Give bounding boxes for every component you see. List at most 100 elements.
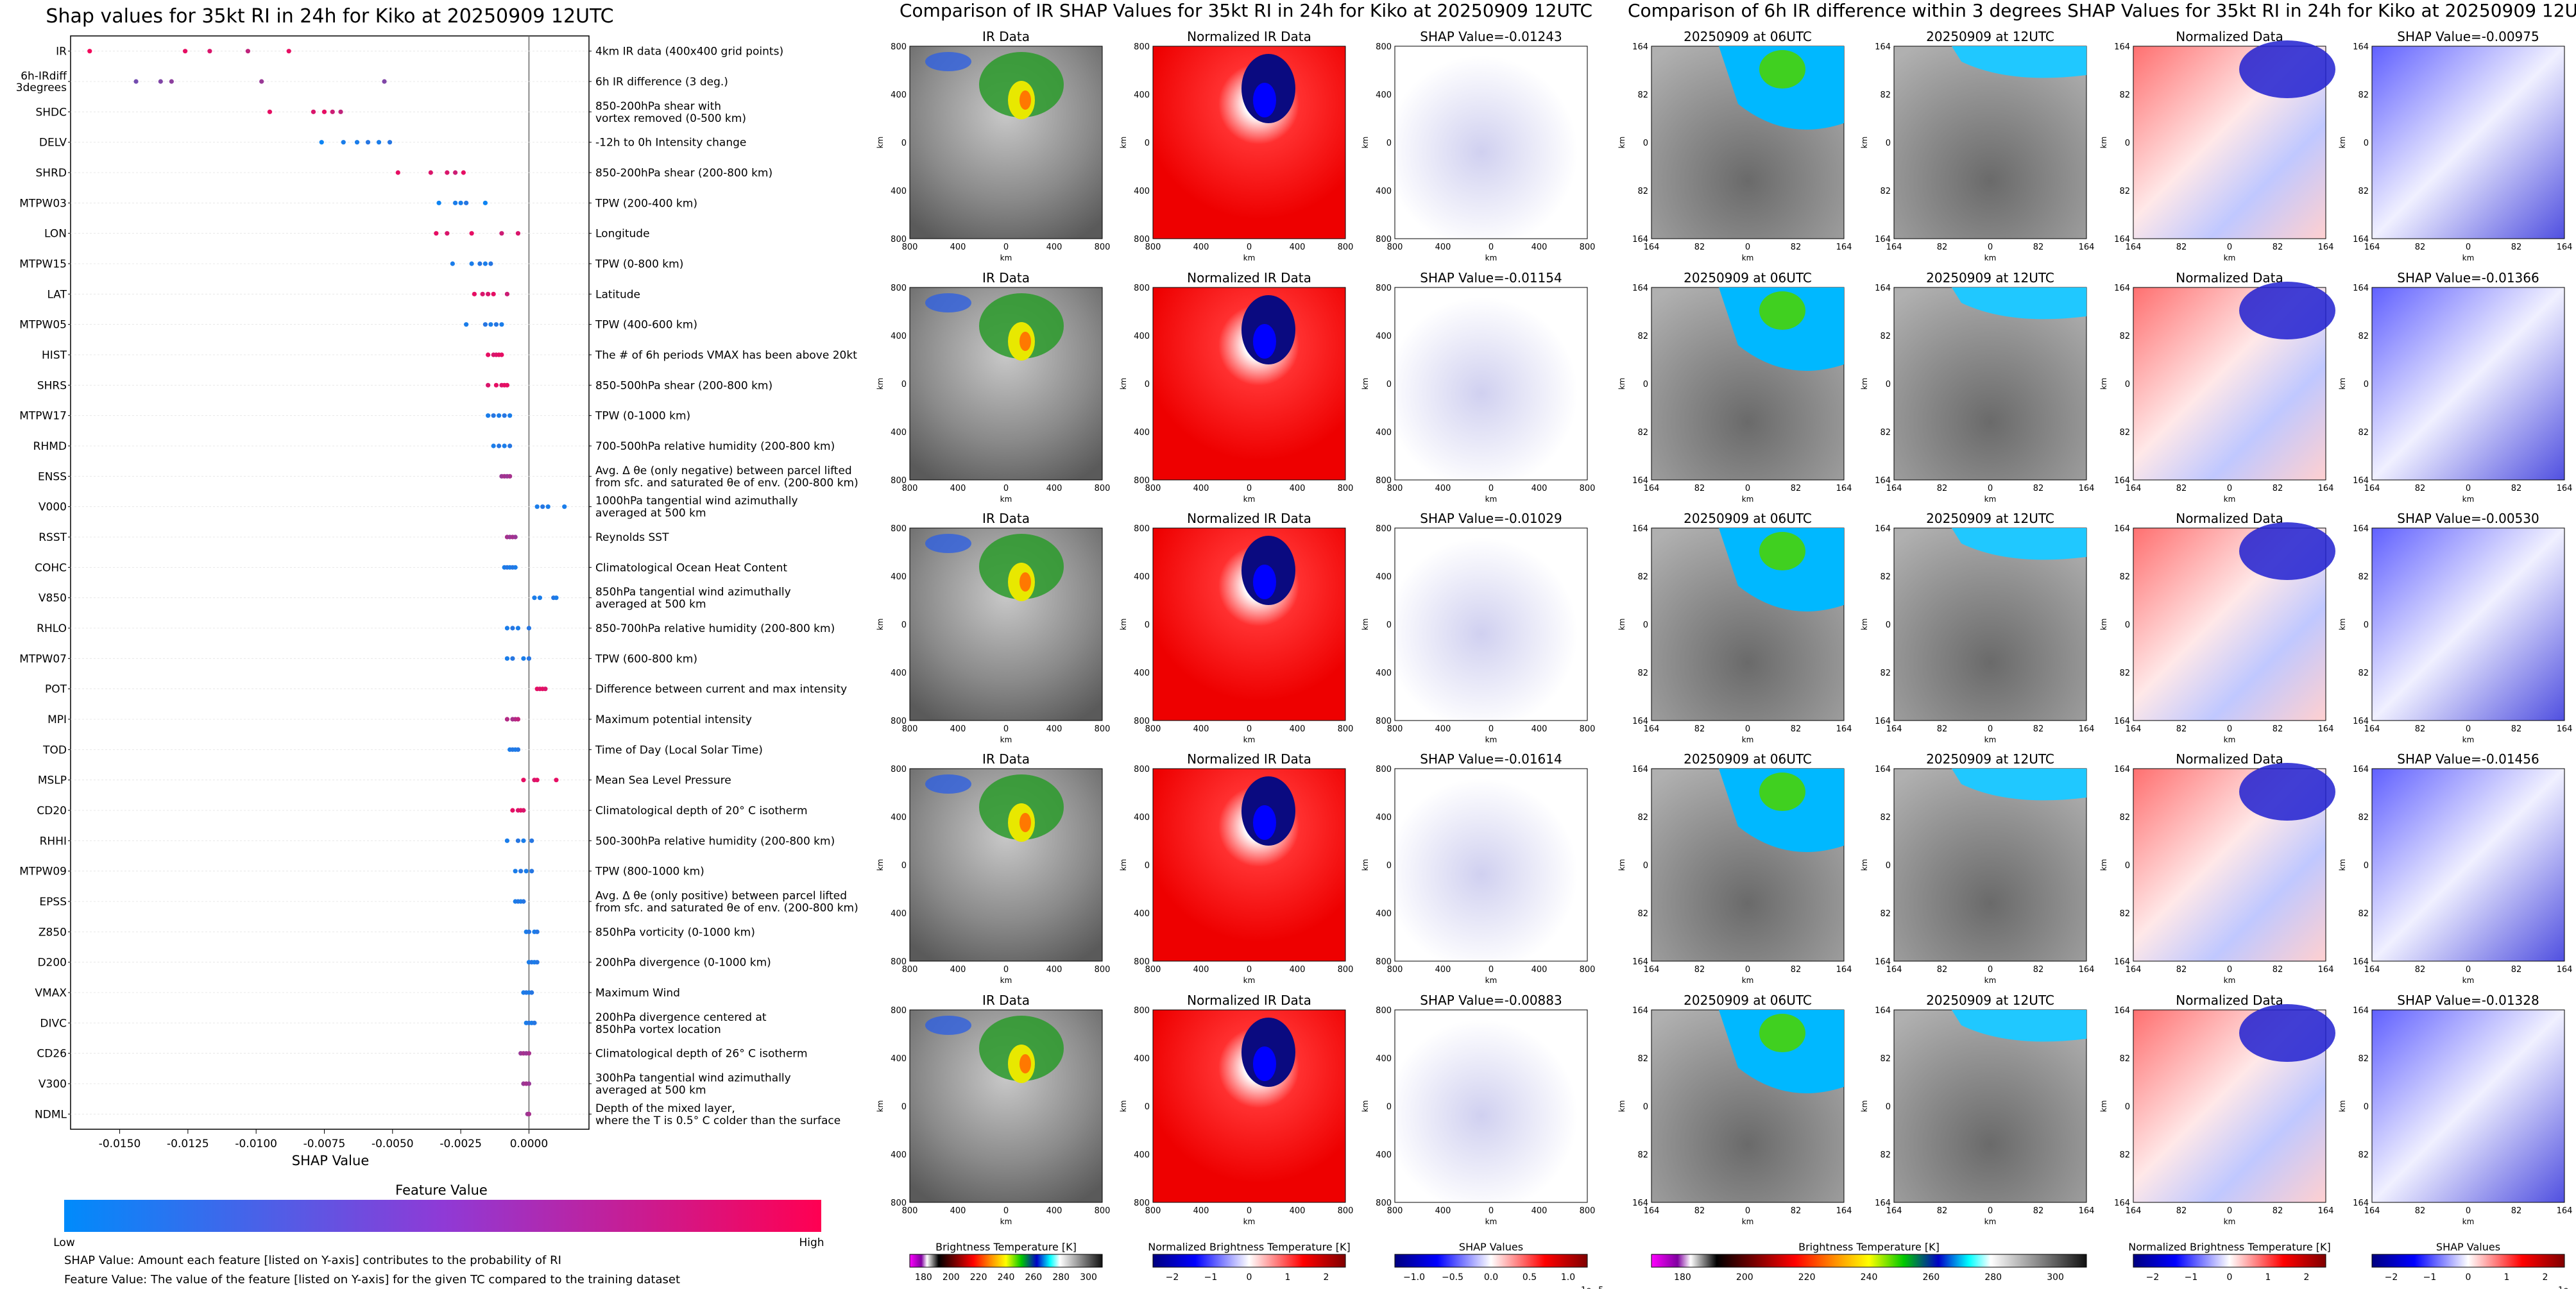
shap-point [445,170,450,175]
ir-norm-y-tick-label: 400 [1134,1054,1150,1064]
diff-06-y-tick-label: 0 [1643,139,1648,148]
shap-point [554,778,559,783]
feature-description-label: Avg. Δ θe (only positive) between parcel… [595,890,858,915]
diff-06-x-tick-label: 0 [1745,965,1750,975]
shap-point [515,838,521,843]
diff-norm-x-tick-label: 164 [2318,1206,2334,1216]
diff-shap-x-tick-label: 82 [2415,1206,2426,1216]
ir-shap-y-axis-label: km [1361,137,1370,149]
diff-12-x-axis-label: km [1984,495,1997,504]
cold-core [1253,565,1276,599]
ir-y-tick-label: 400 [891,813,907,823]
diff-norm-y-tick-label: 82 [2119,1150,2130,1160]
diff-shap-y-tick-label: 164 [2353,42,2369,52]
shap-point [562,504,567,509]
diff-06-x-tick-label: 164 [1836,724,1852,734]
ir-shap-y-tick-label: 400 [1376,90,1392,100]
feature-code-label: HIST [42,349,67,362]
ir-x-tick-label: 400 [950,1206,966,1216]
ir-norm-x-tick-label: 400 [1193,965,1209,975]
ir-shap-x-tick-label: 400 [1531,1206,1548,1216]
shap-point [513,869,518,874]
shap-point [532,595,537,601]
diff-shap-y-tick-label: 82 [2358,428,2369,438]
ir-norm-x-tick-label: 400 [1290,1206,1306,1216]
diff-norm-y-tick-label: 164 [2114,235,2130,244]
ir-y-tick-label: 800 [891,42,907,52]
cloud-cell [925,293,971,312]
cloud-top [1952,46,2086,78]
diff-06-y-tick-label: 82 [1637,90,1648,100]
feature-description-label: Reynolds SST [595,531,669,544]
feature-code-label: D200 [37,957,67,969]
diff-shap-y-tick-label: 0 [2364,1102,2369,1112]
ir-norm-x-tick-label: 400 [1290,484,1306,493]
diff-shap-colorbar-tick: 0 [2466,1272,2471,1283]
feature-description-label: TPW (0-1000 km) [595,410,690,423]
shap-point [534,504,540,509]
shap-point [521,656,526,661]
diff-12-y-tick-label: 82 [1880,909,1891,919]
diff-12-x-tick-label: 164 [2079,965,2095,975]
diff-shap-x-axis-label: km [2462,735,2475,744]
diff-06-y-tick-label: 0 [1643,1102,1648,1112]
diff-norm-x-tick-label: 82 [2176,484,2187,493]
shap-point [518,869,524,874]
diff-06-y-tick-label: 164 [1632,476,1648,486]
diff-06-y-tick-label: 82 [1637,428,1648,438]
ir-x-tick-label: 800 [902,484,918,493]
diff-norm-panel-title: Normalized Data [2176,29,2283,44]
ir-norm-y-axis-label: km [1119,378,1128,390]
colorbar-high-label: High [799,1236,824,1249]
diff-shap-y-axis-label: km [2338,859,2347,871]
diff-12-x-tick-label: 164 [2079,484,2095,493]
diff-colorbar-tick: 280 [1984,1272,2002,1283]
diff-norm-colorbar-tick: −2 [2146,1272,2160,1283]
feature-description-label: 850-200hPa shear (200-800 km) [595,167,772,180]
shap-point [529,990,534,995]
ir-norm-y-tick-label: 0 [1145,380,1150,389]
ir-shap-y-tick-label: 400 [1376,187,1392,196]
shap-point [510,808,515,813]
diff-norm-x-tick-label: 82 [2176,724,2187,734]
diff-shap-image [2371,287,2565,481]
diff-12-x-tick-label: 164 [1886,1206,1902,1216]
ir-norm-y-tick-label: 400 [1134,813,1150,823]
shap-point [461,170,466,175]
ir-x-tick-label: 0 [1003,1206,1009,1216]
diff-norm-x-axis-label: km [2224,735,2236,744]
ir-shap-x-tick-label: 800 [1387,484,1403,493]
ir-shap-x-tick-label: 400 [1531,965,1548,975]
diff-06-y-tick-label: 82 [1637,669,1648,678]
ir-norm-x-tick-label: 800 [1145,965,1161,975]
diff-colorbar-tick: 240 [1861,1272,1878,1283]
diff-12-x-axis-label: km [1984,976,1997,985]
diff-06-y-tick-label: 0 [1643,620,1648,630]
feature-code-label: RHLO [37,622,67,635]
ir-x-tick-label: 800 [1095,243,1111,252]
feature-code-label: MTPW09 [19,866,67,878]
diff-norm-x-tick-label: 0 [2227,243,2232,252]
diff-shap-y-tick-label: 82 [2358,90,2369,100]
diff-shap-x-tick-label: 164 [2364,1206,2380,1216]
diff-12-x-tick-label: 82 [2033,1206,2044,1216]
diff-shap-colorbar-tick: 1 [2504,1272,2510,1283]
diff-norm-colorbar-tick: 2 [2304,1272,2310,1283]
diff-shap-image [2371,1009,2565,1203]
ir-x-tick-label: 400 [1046,1206,1062,1216]
shap-point [521,899,526,904]
ir-norm-x-tick-label: 0 [1247,243,1252,252]
diff-12-x-tick-label: 82 [2033,243,2044,252]
shap-point [499,352,504,357]
diff-shap-y-tick-label: 82 [2358,332,2369,341]
ir-shap-panel-title: SHAP Value=-0.01154 [1420,270,1562,286]
diff-12-image [1893,527,2087,721]
ir-shap-y-axis-label: km [1361,378,1370,390]
ir-norm-colorbar-tick: 1 [1285,1272,1291,1283]
shap-point [504,717,510,722]
feature-code-label: TOD [42,744,67,756]
diff-12-y-tick-label: 82 [1880,572,1891,582]
diff-shap-y-tick-label: 164 [2353,1006,2369,1016]
ir-shap-y-tick-label: 400 [1376,669,1392,678]
shap-point [502,413,507,418]
